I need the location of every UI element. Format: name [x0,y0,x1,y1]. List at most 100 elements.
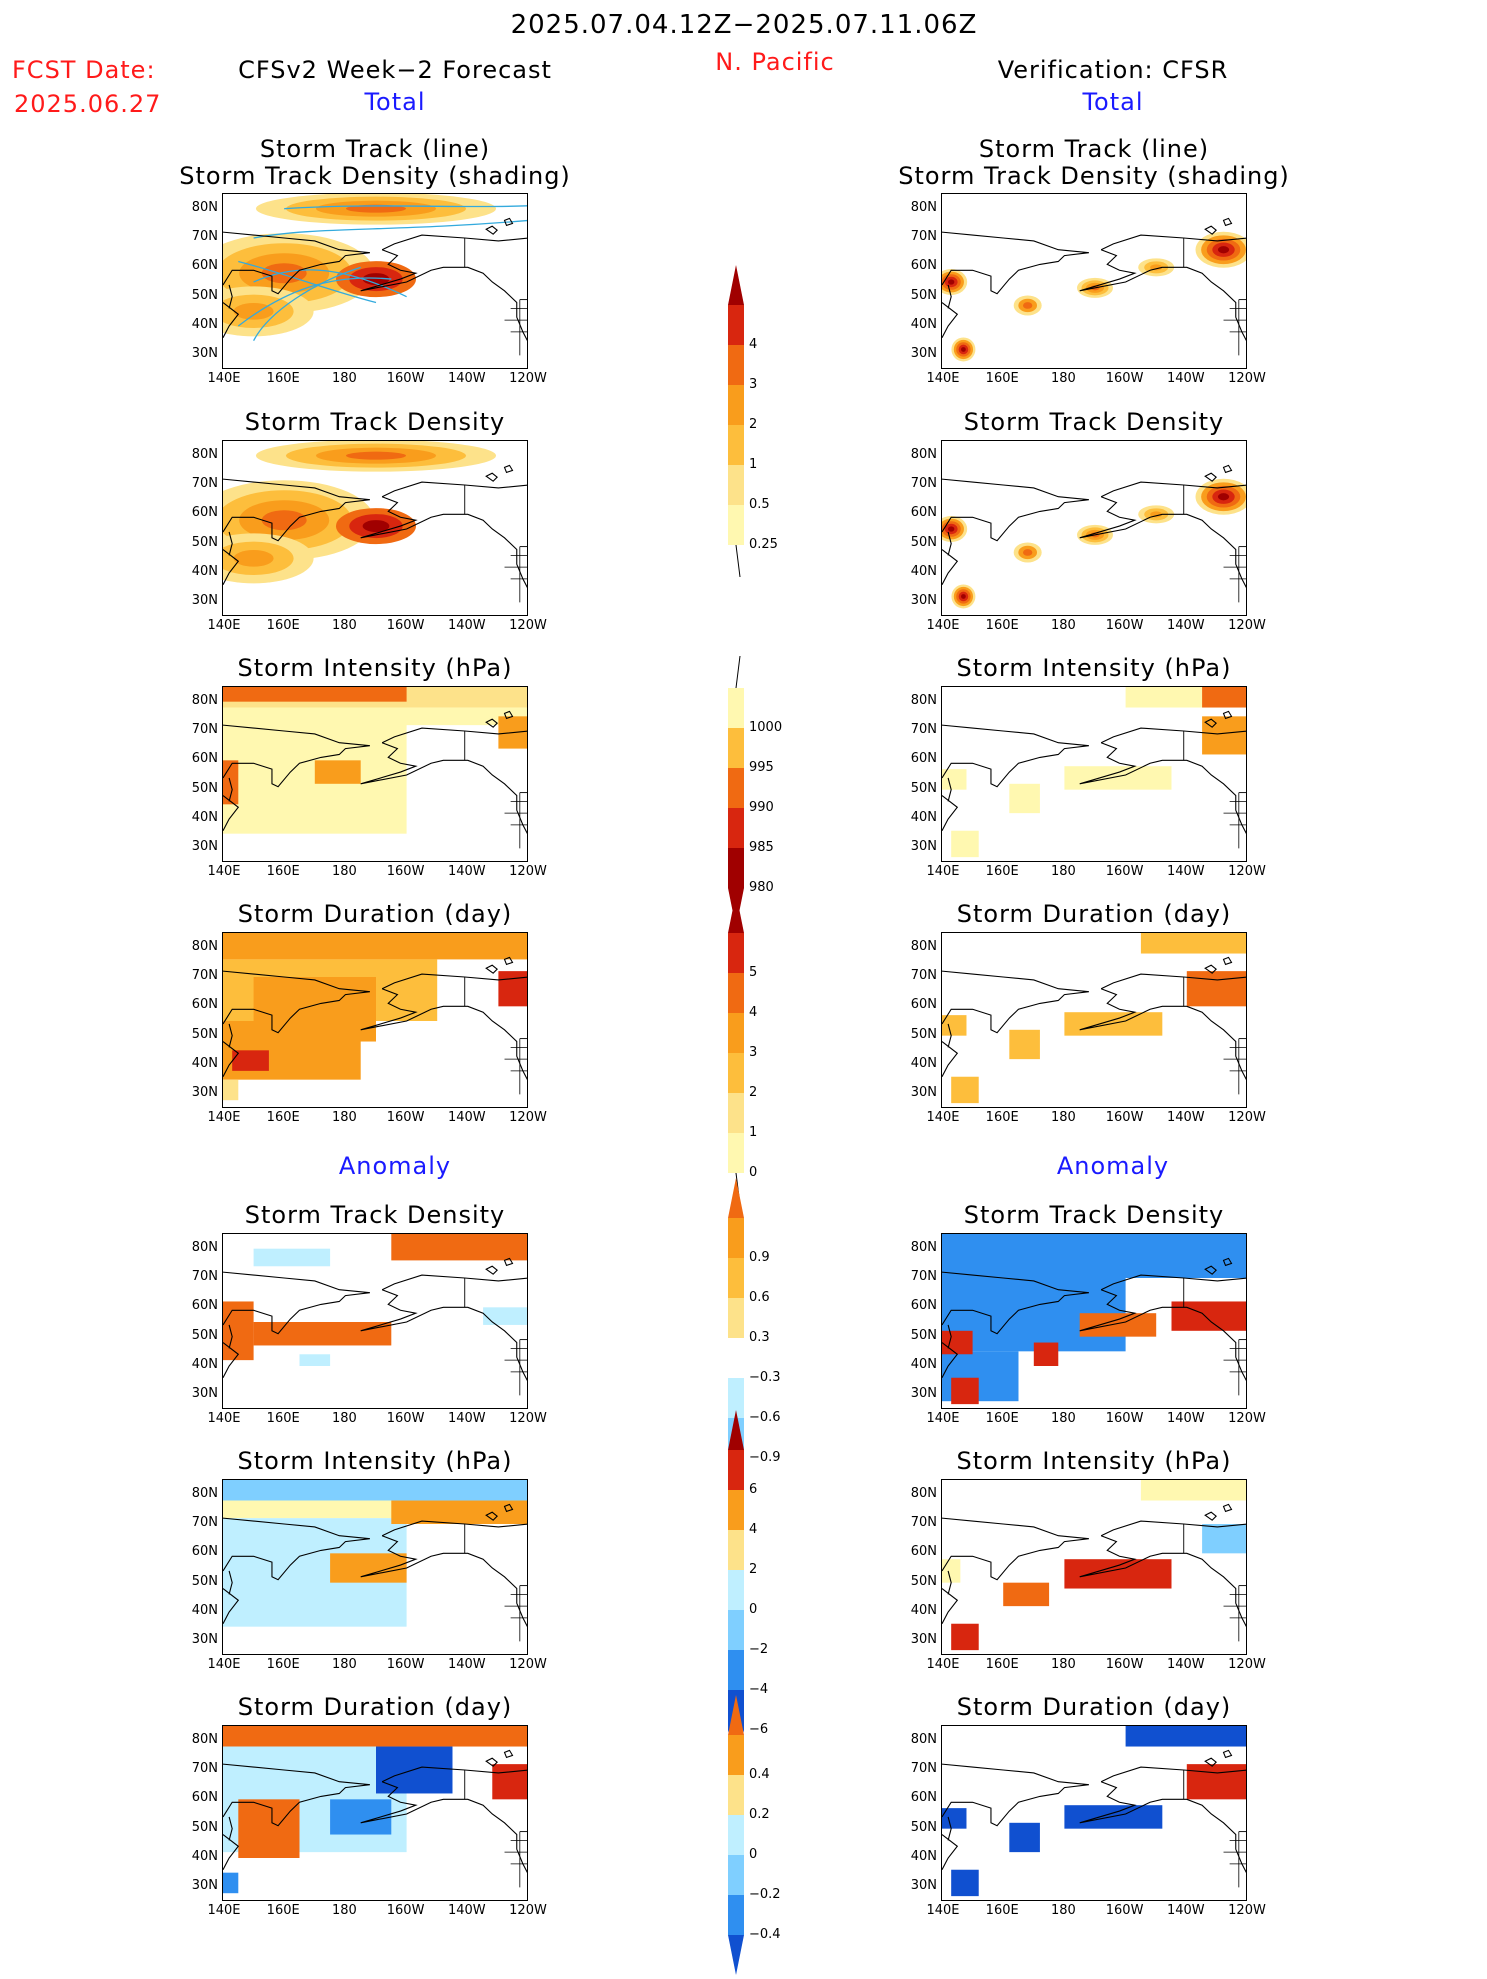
density-cluster [961,594,966,599]
intensity-cell [951,830,979,858]
lat-tick-label: 70N [910,1761,937,1776]
coastline [942,217,1246,356]
panel-title: Storm Track (line) [978,135,1210,163]
lon-tick-label: 160W [1105,1110,1144,1125]
density-region [261,510,307,531]
lon-tick-label: 160E [266,371,300,386]
colorbar-segment [728,1218,744,1258]
density-region [233,303,274,320]
lat-tick-label: 30N [191,346,218,362]
colorbar-segment [728,1338,744,1378]
lat-tick-label: 30N [191,1386,218,1402]
colorbar-arrow-top [728,893,744,933]
lon-tick-label: 120W [509,1411,547,1426]
lat-tick-label: 70N [191,476,218,491]
verification-map [941,440,1247,616]
duration-cell [498,971,527,1007]
colorbar-label: 980 [749,880,774,895]
lon-tick-label: 160W [1105,1657,1144,1672]
lon-tick-label: 180 [331,1411,357,1426]
colorbar-segment [728,1735,744,1775]
colorbar-label: 2 [749,1562,758,1577]
lon-tick-label: 120W [1228,864,1266,879]
anomaly-cell [1186,1764,1246,1800]
density-region [233,550,274,567]
colorbar-segment [728,505,744,545]
lat-tick-label: 60N [191,997,218,1013]
lon-tick-label: 140E [926,618,960,633]
lon-tick-label: 120W [1228,1657,1266,1672]
lat-tick-label: 30N [910,593,937,609]
anomaly-cell [942,1808,967,1829]
density-cluster [947,526,955,532]
lon-tick-label: 160E [266,618,300,633]
colorbar-segment [728,385,744,425]
lat-tick-label: 60N [910,505,937,521]
lat-tick-label: 50N [191,780,218,796]
lon-tick-label: 160W [386,1110,425,1125]
intensity-cell [223,687,407,702]
lat-tick-label: 80N [910,1239,937,1255]
region-label: N. Pacific [715,48,835,76]
lon-tick-label: 180 [331,1110,357,1125]
lon-tick-label: 160W [386,864,425,879]
lon-tick-label: 160W [1105,864,1144,879]
panel-title: Storm Track Density [963,1201,1225,1229]
lon-tick-label: 160E [266,1411,300,1426]
coastline [942,1749,1246,1888]
forecast-period-title: 2025.07.04.12Z−2025.07.11.06Z [510,10,978,40]
coastline [223,464,527,603]
colorbar-arrow-bottom [735,544,741,578]
lon-tick-label: 140W [1166,1657,1205,1672]
colorbar-label: 0 [749,1847,758,1862]
duration-cell [1064,1012,1163,1036]
lat-tick-label: 70N [191,968,218,983]
lon-tick-label: 140W [447,618,486,633]
panel-title: Storm Intensity (hPa) [237,654,513,682]
colorbar-segment [728,688,744,728]
panel-title: Storm Track Density [963,408,1225,436]
colorbar-segment [728,345,744,385]
lon-tick-label: 140E [207,618,241,633]
lat-tick-label: 30N [191,593,218,609]
storm-track-lines [237,205,527,341]
colorbar-arrow-top [728,1410,744,1450]
lon-tick-label: 180 [331,618,357,633]
lat-tick-label: 50N [191,287,218,303]
lat-tick-label: 30N [191,1632,218,1648]
colorbar-label: 4 [749,1522,758,1537]
colorbar-segment [728,1298,744,1338]
lat-tick-label: 70N [910,968,937,983]
lat-tick-label: 60N [191,1790,218,1806]
anomaly-cell [391,1234,527,1261]
anomaly-cell [223,1726,527,1747]
panel-title: Storm Track (line) [259,135,491,163]
intensity-cell [1202,687,1246,708]
intensity-cell [942,769,967,790]
colorbar-label: 0.6 [749,1290,770,1305]
colorbar-segment [728,1895,744,1935]
colorbar-label: 0.25 [749,537,778,552]
lon-tick-label: 120W [509,1110,547,1125]
duration-cell [942,1015,967,1036]
fcst-date-value: 2025.06.27 [14,90,162,118]
lon-tick-label: 160E [985,864,1019,879]
density-cluster [1023,549,1033,556]
lon-tick-label: 120W [509,1657,547,1672]
colorbar-segment [728,973,744,1013]
lon-tick-label: 140W [447,1903,486,1918]
anomaly-cell [1064,1805,1163,1829]
coastline [942,464,1246,603]
lon-tick-label: 140E [207,1657,241,1672]
lon-tick-label: 120W [509,1903,547,1918]
colorbar-segment [728,1490,744,1530]
lat-tick-label: 60N [910,1790,937,1806]
panel-title: Storm Duration (day) [956,900,1232,928]
colorbar-arrow-top [735,655,741,689]
lon-tick-label: 140E [926,1110,960,1125]
lon-tick-label: 140W [1166,1110,1205,1125]
colorbar-segment [728,1855,744,1895]
anomaly-cell [1079,1313,1157,1337]
anomaly-cell [951,1869,979,1897]
verification-map [941,1725,1247,1901]
